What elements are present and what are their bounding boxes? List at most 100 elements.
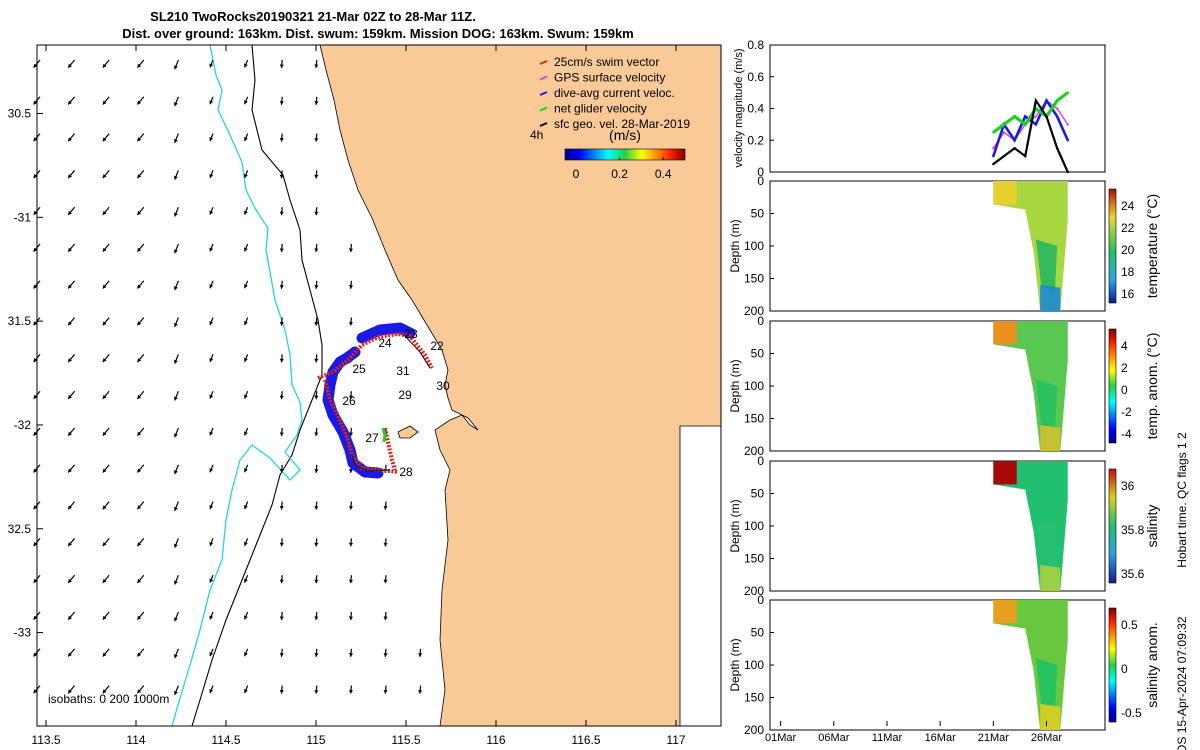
- section-interior: [1035, 519, 1058, 572]
- section-panel: 0 50 100 150 200 Depth (m) 24 22 20 18 16 temperatu…: [728, 174, 1160, 318]
- velocity-arrow: [67, 611, 76, 621]
- velocity-arrow: [279, 243, 284, 253]
- section-surface-layer: [993, 321, 1017, 345]
- map-y-tick-label: -31: [14, 210, 32, 224]
- colorbar-unit: (m/s): [609, 127, 641, 143]
- day-label: 27: [365, 431, 379, 445]
- velocity-arrow: [67, 685, 76, 694]
- section-panel: 0 50 100 150 200 Depth (m) 4 2 0 -2 -4 temp. anom. …: [728, 314, 1160, 458]
- legend-swatch: [539, 91, 548, 96]
- velocity-arrow: [174, 685, 179, 696]
- section-colorbar: [1108, 188, 1117, 304]
- time-step-label: 4h: [530, 128, 543, 142]
- colorbar-tick-label: 0: [1121, 662, 1128, 676]
- section-surface-layer: [993, 461, 1017, 485]
- isobath-200: [191, 45, 323, 726]
- depth-tick-label: 200: [744, 723, 764, 737]
- velocity-arrow: [174, 611, 179, 622]
- velocity-arrow: [314, 243, 319, 253]
- day-label: 24: [378, 336, 392, 350]
- velocity-axes: [769, 44, 1106, 173]
- velocity-arrow: [136, 243, 145, 253]
- velocity-arrow: [314, 354, 319, 363]
- velocity-arrow: [174, 501, 179, 512]
- velocity-series-point: [1045, 115, 1048, 118]
- map-panel: SL210 TwoRocks20190321 21-Mar 02Z to 28-…: [8, 9, 722, 747]
- colorbar-tick-label: 35.8: [1121, 523, 1145, 537]
- map-y-tick-label: 30.5: [8, 107, 32, 121]
- velocity-series-point: [1034, 99, 1038, 102]
- map-frame: [36, 44, 722, 727]
- velocity-arrow: [243, 206, 249, 215]
- legend-label: GPS surface velocity: [554, 71, 665, 85]
- legend-label: net glider velocity: [554, 102, 647, 116]
- velocity-series-point: [992, 154, 995, 158]
- time-tick-label: 26Mar: [1031, 732, 1063, 744]
- depth-tick-label: 100: [744, 519, 764, 533]
- velocity-y-tick-label: 0.8: [747, 38, 764, 52]
- velocity-arrow: [102, 170, 110, 179]
- colorbar-label: temperature (°C): [1144, 194, 1160, 298]
- velocity-arrow: [174, 354, 179, 364]
- section-deep-layer: [1040, 425, 1061, 451]
- velocity-arrow: [67, 648, 76, 657]
- map-y-axis: 30.5 -31 31.5 -32 32.5 -33: [8, 107, 43, 640]
- depth-tick-label: 50: [751, 207, 765, 221]
- velocity-series-point: [992, 131, 995, 134]
- velocity-series-point: [992, 146, 995, 150]
- velocity-arrow: [243, 317, 249, 326]
- velocity-arrow: [314, 170, 319, 179]
- velocity-y-tick-label: 0.4: [747, 102, 764, 116]
- colorbar-tick-label: 18: [1121, 265, 1135, 279]
- velocity-arrow: [67, 574, 76, 584]
- velocity-arrow: [279, 648, 284, 657]
- section-colorbar: [1108, 607, 1117, 723]
- velocity-ylabel: velocity magnitude (m/s): [733, 48, 745, 167]
- velocity-arrow: [174, 96, 179, 107]
- velocity-arrow: [279, 133, 284, 142]
- velocity-arrow: [174, 427, 179, 438]
- velocity-arrow: [136, 574, 145, 584]
- velocity-arrow: [383, 575, 388, 584]
- depth-tick-label: 100: [744, 239, 764, 253]
- velocity-arrow: [348, 575, 354, 584]
- day-label: 31: [396, 364, 410, 378]
- velocity-arrow: [348, 648, 354, 657]
- gps-surface-track: [351, 334, 431, 472]
- velocity-series-line: [992, 97, 1069, 173]
- velocity-arrow: [102, 354, 110, 363]
- velocity-arrow: [102, 611, 110, 621]
- velocity-arrow: [314, 391, 319, 400]
- velocity-series-point: [1034, 115, 1038, 118]
- velocity-series-point: [1066, 91, 1069, 94]
- colorbar-tick-label: 24: [1121, 199, 1135, 213]
- velocity-arrow: [243, 501, 249, 510]
- isobaths-label: isobaths: 0 200 1000m: [48, 692, 169, 706]
- depth-tick-label: 150: [744, 272, 764, 286]
- map-x-tick-label: 117: [666, 733, 685, 747]
- velocity-series-point: [992, 162, 995, 166]
- velocity-arrow: [348, 538, 354, 547]
- velocity-arrow: [243, 96, 249, 105]
- colorbar-tick-label: 20: [1121, 243, 1135, 257]
- velocity-arrow: [102, 501, 110, 510]
- velocity-arrow: [136, 464, 145, 473]
- map-x-tick-label: 115: [306, 733, 325, 747]
- velocity-series-line: [992, 97, 1069, 157]
- depth-tick-label: 200: [744, 444, 764, 458]
- legend-swatch: [539, 106, 548, 112]
- legend-label: sfc geo. vel. 28-Mar-2019: [554, 117, 690, 131]
- velocity-arrow: [102, 538, 110, 547]
- velocity-arrow: [102, 133, 110, 142]
- colorbar-ticks: 0 0.2 0.4: [573, 157, 672, 181]
- velocity-arrow: [102, 59, 110, 69]
- isobath-1000: [171, 45, 303, 726]
- velocity-arrow: [243, 611, 249, 620]
- velocity-series-point: [1055, 107, 1059, 110]
- velocity-arrow: [314, 685, 319, 694]
- velocity-arrow: [209, 206, 214, 215]
- velocity-arrow: [314, 538, 319, 547]
- velocity-arrow: [383, 611, 388, 621]
- colorbar-label: salinity: [1144, 505, 1160, 548]
- colorbar-label: temp. anom. (°C): [1144, 333, 1160, 440]
